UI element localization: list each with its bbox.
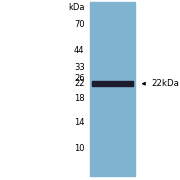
Bar: [92, 81, 133, 86]
Text: 22: 22: [74, 79, 85, 88]
Text: 18: 18: [74, 94, 85, 103]
Text: 33: 33: [74, 63, 85, 72]
Text: 22kDa: 22kDa: [151, 79, 179, 88]
Text: 14: 14: [74, 118, 85, 127]
Text: 10: 10: [74, 144, 85, 153]
Text: kDa: kDa: [68, 3, 85, 12]
Text: 26: 26: [74, 74, 85, 83]
Text: 70: 70: [74, 20, 85, 29]
Text: 44: 44: [74, 46, 85, 55]
Bar: [90, 2, 135, 176]
